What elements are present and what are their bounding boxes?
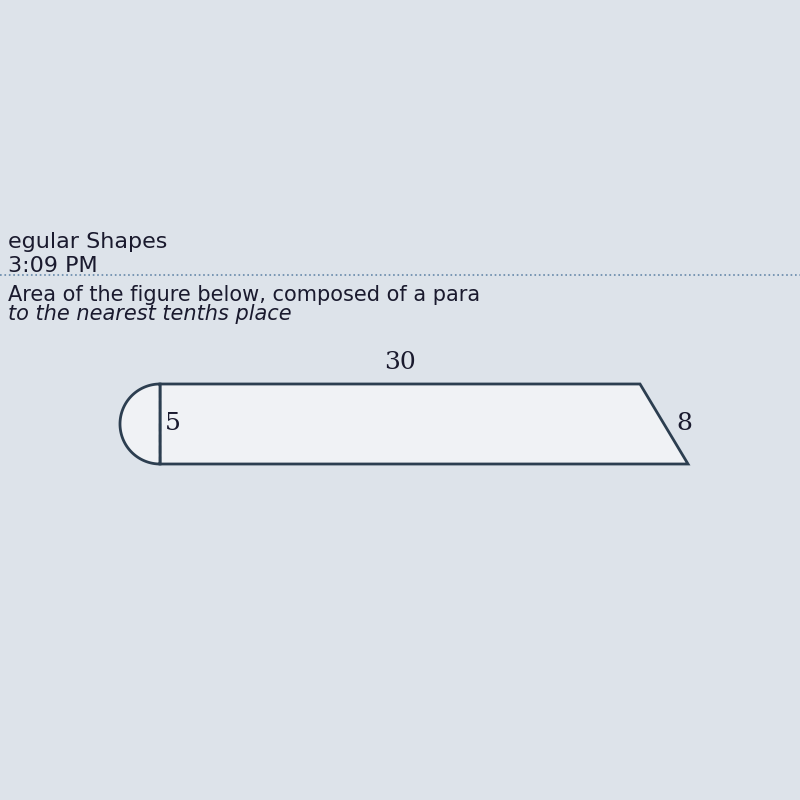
Text: Area of the figure below, composed of a para: Area of the figure below, composed of a … xyxy=(8,285,480,305)
Text: 8: 8 xyxy=(677,413,693,435)
Text: to the nearest tenths place: to the nearest tenths place xyxy=(8,304,292,324)
Text: 3:09 PM: 3:09 PM xyxy=(8,256,98,276)
Text: 5: 5 xyxy=(165,413,181,435)
Text: egular Shapes: egular Shapes xyxy=(8,232,167,252)
Polygon shape xyxy=(160,384,688,464)
Text: 30: 30 xyxy=(384,351,416,374)
Polygon shape xyxy=(120,384,160,464)
